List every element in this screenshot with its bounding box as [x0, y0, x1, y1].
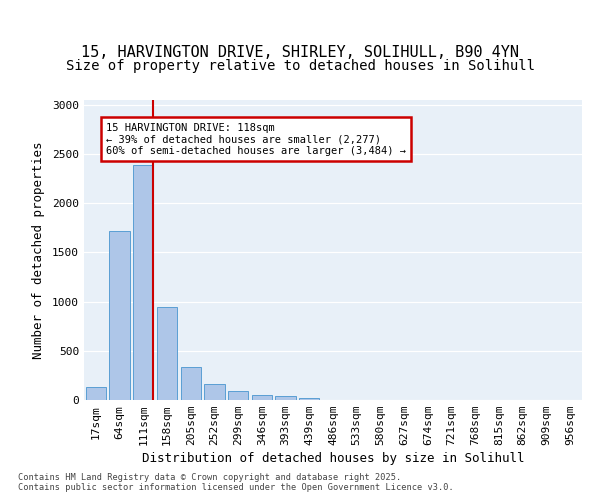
Y-axis label: Number of detached properties: Number of detached properties — [32, 141, 45, 359]
Bar — [252, 395, 272, 400]
Bar — [299, 398, 319, 400]
Text: Contains HM Land Registry data © Crown copyright and database right 2025.
Contai: Contains HM Land Registry data © Crown c… — [18, 473, 454, 492]
Bar — [228, 391, 248, 400]
Bar — [133, 165, 154, 400]
Bar — [86, 387, 106, 400]
Bar — [181, 366, 201, 400]
X-axis label: Distribution of detached houses by size in Solihull: Distribution of detached houses by size … — [142, 452, 524, 466]
Text: 15, HARVINGTON DRIVE, SHIRLEY, SOLIHULL, B90 4YN: 15, HARVINGTON DRIVE, SHIRLEY, SOLIHULL,… — [81, 45, 519, 60]
Bar — [205, 384, 224, 400]
Bar — [109, 231, 130, 400]
Text: 15 HARVINGTON DRIVE: 118sqm
← 39% of detached houses are smaller (2,277)
60% of : 15 HARVINGTON DRIVE: 118sqm ← 39% of det… — [106, 122, 406, 156]
Bar — [275, 396, 296, 400]
Bar — [157, 306, 177, 400]
Text: Size of property relative to detached houses in Solihull: Size of property relative to detached ho… — [65, 59, 535, 73]
